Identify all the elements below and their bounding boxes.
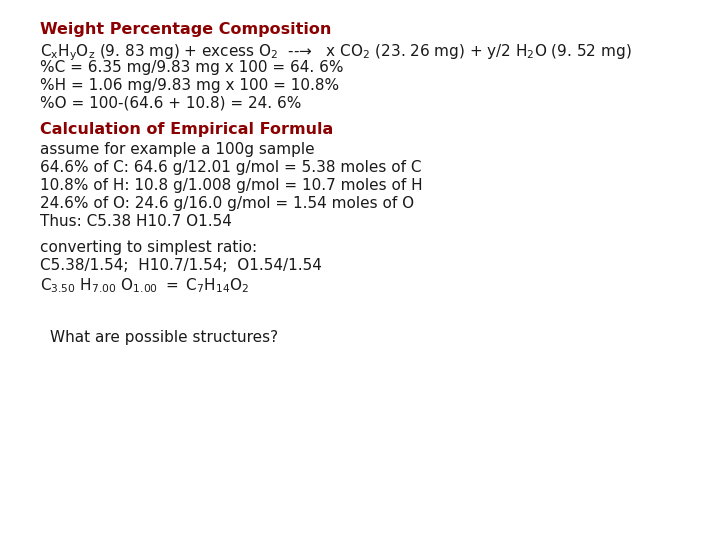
Text: Calculation of Empirical Formula: Calculation of Empirical Formula <box>40 122 333 137</box>
Text: $\mathregular{C_xH_yO_z}$ (9. 83 mg) + excess O$\mathregular{_2}$  --→   x CO$\m: $\mathregular{C_xH_yO_z}$ (9. 83 mg) + e… <box>40 42 631 63</box>
Text: 10.8% of H: 10.8 g/1.008 g/mol = 10.7 moles of H: 10.8% of H: 10.8 g/1.008 g/mol = 10.7 mo… <box>40 178 423 193</box>
Text: %C = 6.35 mg/9.83 mg x 100 = 64. 6%: %C = 6.35 mg/9.83 mg x 100 = 64. 6% <box>40 60 343 75</box>
Text: %H = 1.06 mg/9.83 mg x 100 = 10.8%: %H = 1.06 mg/9.83 mg x 100 = 10.8% <box>40 78 339 93</box>
Text: 64.6% of C: 64.6 g/12.01 g/mol = 5.38 moles of C: 64.6% of C: 64.6 g/12.01 g/mol = 5.38 mo… <box>40 160 421 175</box>
Text: What are possible structures?: What are possible structures? <box>50 330 278 345</box>
Text: C5.38/1.54;  H10.7/1.54;  O1.54/1.54: C5.38/1.54; H10.7/1.54; O1.54/1.54 <box>40 258 322 273</box>
Text: %O = 100-(64.6 + 10.8) = 24. 6%: %O = 100-(64.6 + 10.8) = 24. 6% <box>40 96 302 111</box>
Text: assume for example a 100g sample: assume for example a 100g sample <box>40 142 315 157</box>
Text: $\mathregular{C_{3.50}\ H_{7.00}\ O_{1.00}\ =\ C_7H_{14}O_2}$: $\mathregular{C_{3.50}\ H_{7.00}\ O_{1.0… <box>40 276 249 295</box>
Text: converting to simplest ratio:: converting to simplest ratio: <box>40 240 257 255</box>
Text: 24.6% of O: 24.6 g/16.0 g/mol = 1.54 moles of O: 24.6% of O: 24.6 g/16.0 g/mol = 1.54 mol… <box>40 196 414 211</box>
Text: Weight Percentage Composition: Weight Percentage Composition <box>40 22 331 37</box>
Text: Thus: C5.38 H10.7 O1.54: Thus: C5.38 H10.7 O1.54 <box>40 214 232 229</box>
